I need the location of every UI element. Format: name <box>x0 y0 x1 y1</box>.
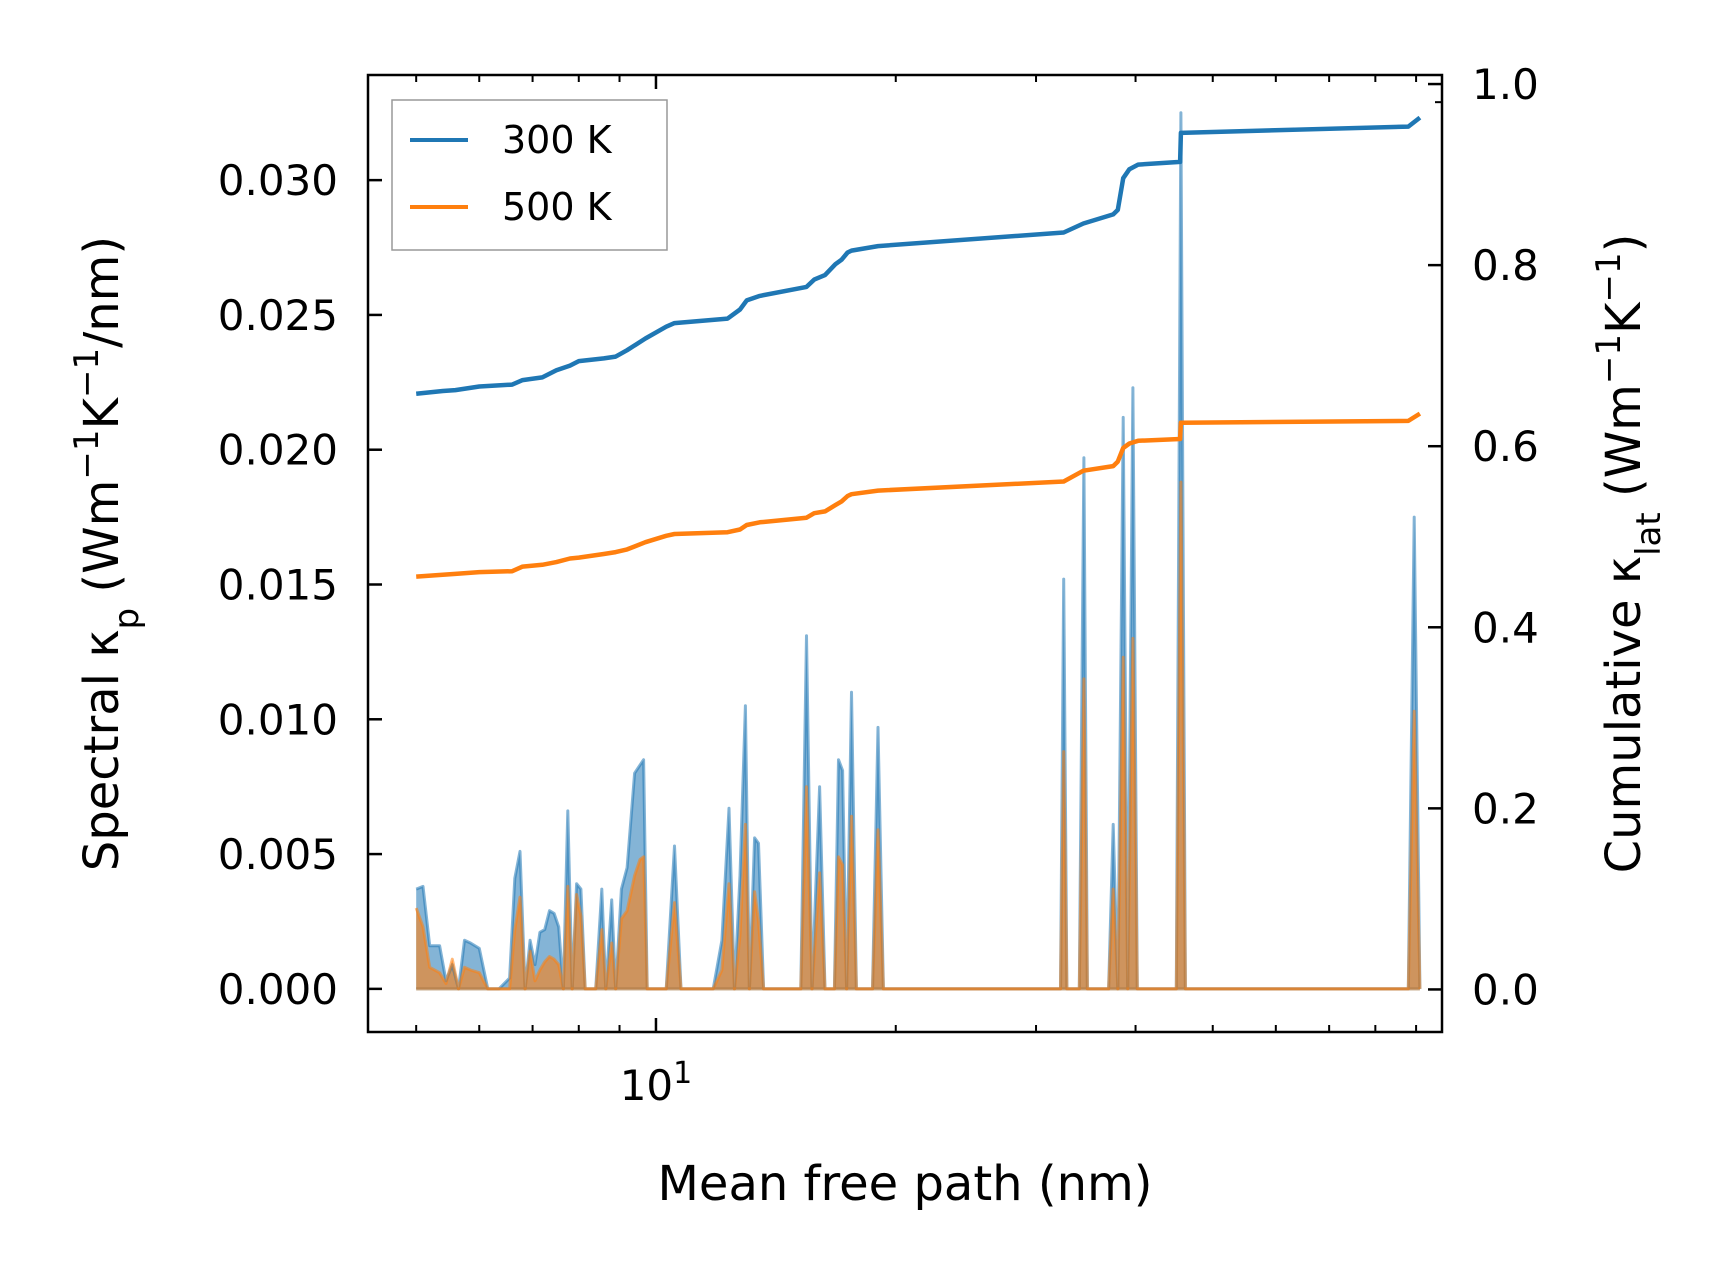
spectral-fill-300k <box>416 112 1420 989</box>
left-tick-label: 0.015 <box>218 561 338 610</box>
left-y-axis-title-sup2: −1 <box>67 348 107 398</box>
right-tick-label: 0.6 <box>1472 422 1539 471</box>
spectral-fill-layer <box>416 112 1420 989</box>
cumulative-line-layer <box>415 115 1422 579</box>
left-tick-label: 0.030 <box>218 156 338 205</box>
right-y-axis-title: Cumulative κlat (Wm−1K−1) <box>1589 234 1669 874</box>
left-y-axis-title-unit1: (Wm <box>74 480 130 608</box>
x-tick-label: 101 <box>620 1056 693 1111</box>
tick-layer <box>368 75 1442 1032</box>
left-tick-label: 0.020 <box>218 426 338 475</box>
legend-label-300k: 300 K <box>502 118 613 162</box>
right-y-axis-title-text: Cumulative κ <box>1596 556 1652 874</box>
right-y-axis-title-unit2: K <box>1596 301 1652 334</box>
legend-label-500k: 500 K <box>502 185 613 229</box>
cumulative-line-300k <box>415 115 1422 396</box>
right-tick-label: 0.4 <box>1472 603 1539 652</box>
left-y-axis-title-sup1: −1 <box>67 430 107 480</box>
right-y-axis-title-unit1: (Wm <box>1596 384 1652 512</box>
left-tick-label: 0.000 <box>218 965 338 1014</box>
right-y-axis-title-unit3: ) <box>1596 234 1652 253</box>
left-y-axis-title-unit3: /nm) <box>74 236 130 348</box>
cumulative-line-500k <box>416 411 1422 579</box>
right-tick-label: 1.0 <box>1472 60 1539 109</box>
right-tick-label: 0.2 <box>1472 784 1539 833</box>
left-y-axis-title-sub: p <box>107 608 147 630</box>
right-y-axis-title-sup1: −1 <box>1589 334 1629 384</box>
right-y-axis-title-sub: lat <box>1629 512 1669 556</box>
x-axis-title: Mean free path (nm) <box>658 1156 1153 1212</box>
spectral-line-layer <box>414 111 1422 991</box>
x-tick-label-base: 10 <box>620 1061 673 1110</box>
right-tick-label: 0.8 <box>1472 241 1539 290</box>
tick-label-layer: 0.000 0.005 0.010 0.015 0.020 0.025 0.030 0.0 0.… <box>218 60 1539 1110</box>
left-y-axis-title-text: Spectral κ <box>74 629 130 871</box>
left-tick-label: 0.005 <box>218 830 338 879</box>
right-tick-label: 0.0 <box>1472 965 1539 1014</box>
legend-frame <box>391 99 668 251</box>
spectral-fill-500k <box>416 482 1420 989</box>
plot-frame <box>366 73 1444 1034</box>
x-tick-label-exponent: 1 <box>673 1056 692 1091</box>
right-y-axis-title-sup2: −1 <box>1589 252 1629 302</box>
left-y-axis-title: Spectral κp (Wm−1K−1/nm) <box>67 236 147 871</box>
left-tick-label: 0.010 <box>218 695 338 744</box>
legend: 300 K 500 K <box>391 99 668 251</box>
left-y-axis-title-unit2: K <box>74 397 130 430</box>
left-tick-label: 0.025 <box>218 291 338 340</box>
